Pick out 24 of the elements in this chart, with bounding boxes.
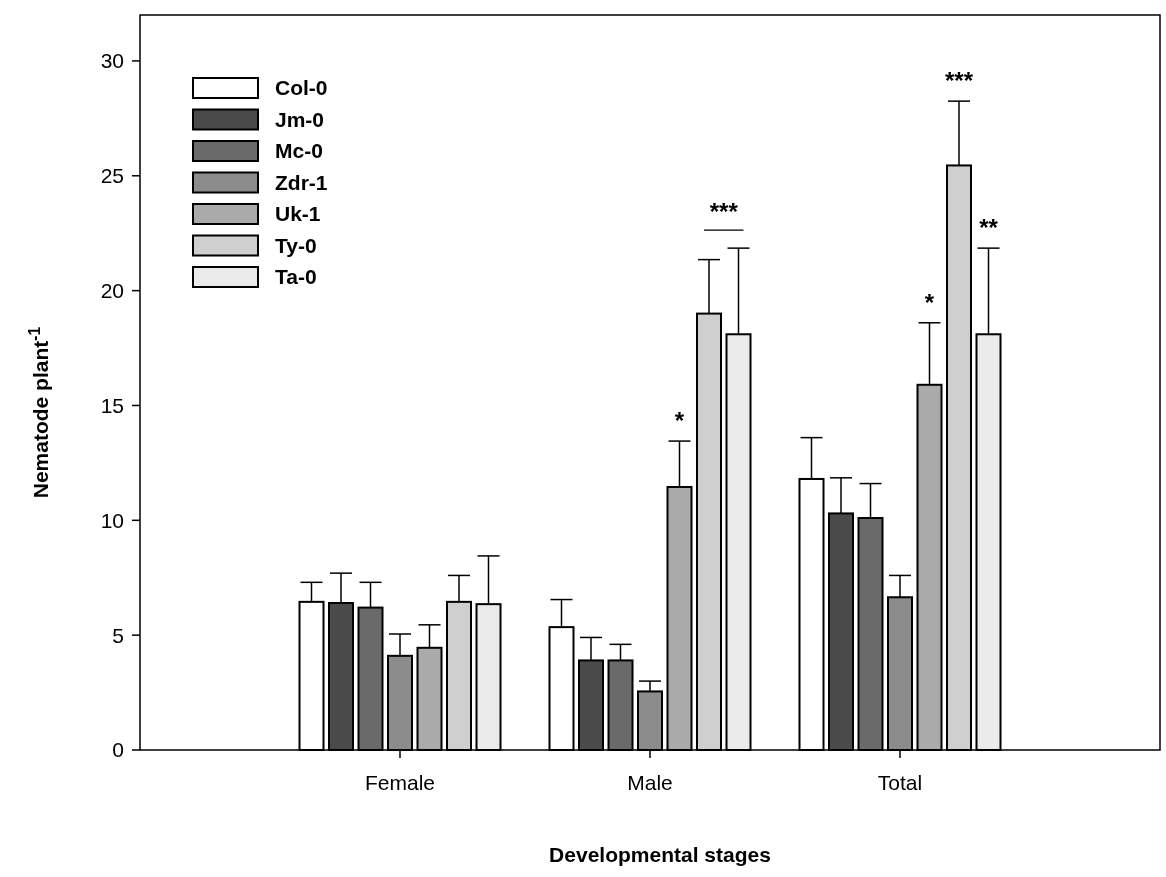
legend-label: Mc-0 xyxy=(275,139,323,163)
y-tick-label: 30 xyxy=(100,49,124,73)
legend-label: Col-0 xyxy=(275,76,328,100)
legend-label: Jm-0 xyxy=(275,107,325,131)
significance-bracket: *** xyxy=(703,198,745,231)
annotation: * xyxy=(924,288,935,316)
y-tick-label: 15 xyxy=(100,393,124,417)
annotation: ** xyxy=(979,214,999,242)
annotation: * xyxy=(674,407,685,435)
legend-label: Uk-1 xyxy=(275,202,321,226)
x-axis-title: Developmental stages xyxy=(549,843,771,866)
x-tick-label: Male xyxy=(627,771,673,794)
y-tick-label: 25 xyxy=(100,164,124,188)
annotation: *** xyxy=(944,67,974,95)
legend-label: Ty-0 xyxy=(275,233,317,257)
legend-label: Ta-0 xyxy=(275,265,317,289)
legend-label: Zdr-1 xyxy=(275,170,328,194)
x-tick-label: Total xyxy=(877,771,923,794)
y-tick-label: 20 xyxy=(100,278,124,302)
x-tick-label: Female xyxy=(364,771,436,794)
y-tick-label: 5 xyxy=(112,623,124,647)
y-tick-label: 10 xyxy=(100,508,124,532)
annotation: *** xyxy=(709,198,739,226)
y-tick-label: 0 xyxy=(112,738,124,762)
